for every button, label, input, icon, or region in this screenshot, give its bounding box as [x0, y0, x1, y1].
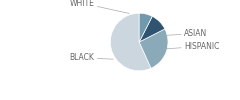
Wedge shape: [139, 29, 168, 68]
Text: BLACK: BLACK: [70, 53, 113, 62]
Text: WHITE: WHITE: [70, 0, 129, 14]
Wedge shape: [110, 13, 151, 71]
Wedge shape: [139, 13, 152, 42]
Text: ASIAN: ASIAN: [165, 29, 207, 38]
Text: HISPANIC: HISPANIC: [164, 42, 219, 51]
Wedge shape: [139, 16, 165, 42]
